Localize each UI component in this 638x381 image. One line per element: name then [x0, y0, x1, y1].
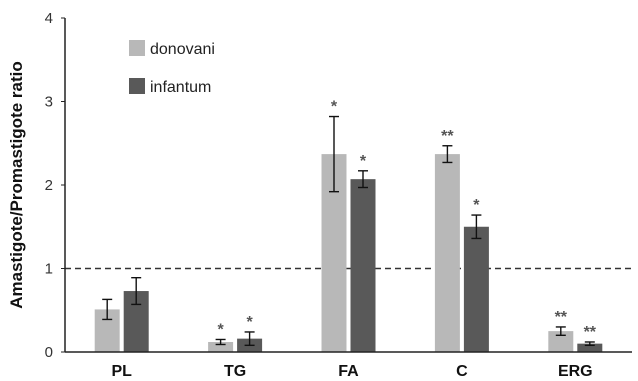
- significance-marker: *: [246, 314, 253, 331]
- significance-marker: *: [360, 153, 367, 170]
- significance-marker: *: [331, 99, 338, 116]
- y-tick-labels: 0 1 2 3 4: [45, 10, 65, 361]
- x-tick-label-C: C: [456, 363, 468, 380]
- legend-label-donovani: donovani: [150, 41, 215, 58]
- bar-infantum-FA: [350, 179, 376, 352]
- significance-marker: **: [584, 324, 597, 341]
- significance-markers: * **********: [217, 99, 596, 341]
- legend: donovani infantum: [129, 40, 215, 96]
- significance-marker: **: [441, 128, 454, 145]
- bar-donovani-TG: [208, 341, 234, 352]
- x-tick-label-PL: PL: [111, 363, 132, 380]
- bars: [94, 154, 603, 352]
- significance-marker: **: [555, 309, 568, 326]
- legend-label-infantum: infantum: [150, 79, 211, 96]
- y-axis-label: Amastigote/Promastigote ratio: [7, 61, 26, 309]
- x-tick-label-ERG: ERG: [558, 363, 593, 380]
- x-tick-label-TG: TG: [224, 363, 246, 380]
- error-bars: [102, 115, 595, 347]
- y-tick-label: 4: [45, 10, 53, 27]
- legend-swatch-infantum: [129, 78, 145, 94]
- bar-infantum-ERG: [577, 343, 603, 352]
- significance-marker: *: [473, 197, 480, 214]
- axes: [64, 18, 632, 353]
- bar-infantum-C: [463, 226, 489, 352]
- significance-marker: *: [217, 321, 224, 338]
- y-tick-label: 1: [45, 261, 53, 278]
- y-tick-label: 0: [45, 344, 53, 361]
- x-tick-labels: PL TG FA C ERG: [111, 363, 592, 380]
- bar-donovani-C: [434, 154, 460, 352]
- x-tick-label-FA: FA: [338, 363, 359, 380]
- y-tick-label: 2: [45, 177, 53, 194]
- y-tick-label: 3: [45, 94, 53, 111]
- bar-donovani-ERG: [548, 331, 574, 352]
- legend-swatch-donovani: [129, 40, 145, 56]
